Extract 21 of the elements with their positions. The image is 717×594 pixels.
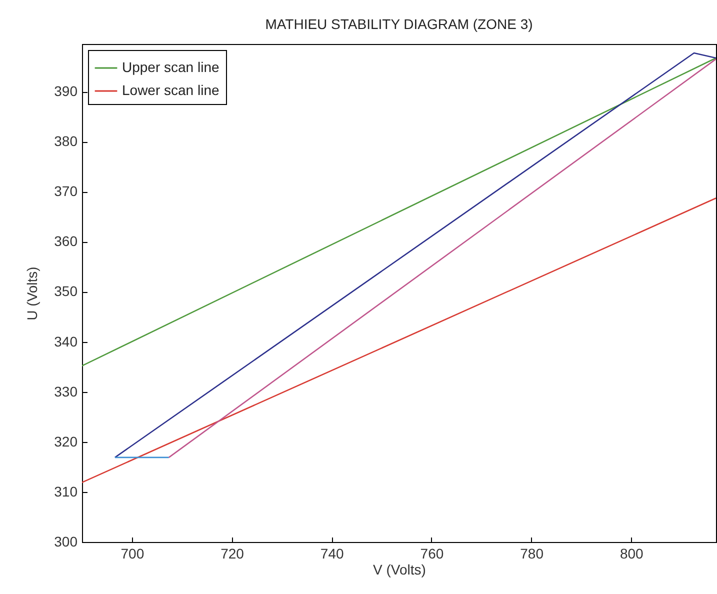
x-tick-label: 700 [120,546,144,562]
x-tick-label: 800 [620,546,644,562]
x-axis-title: V (Volts) [373,562,426,578]
y-tick-label: 380 [54,133,78,150]
y-tick-label: 330 [54,383,78,400]
y-tick-label: 360 [54,233,78,250]
y-axis-title: U (Volts) [24,266,40,320]
y-tick-label: 390 [54,83,78,100]
x-tick-label: 740 [320,546,344,562]
x-tick-label: 760 [420,546,444,562]
y-tick-label: 350 [54,283,78,300]
y-tick-label: 370 [54,183,78,200]
chart-title: MATHIEU STABILITY DIAGRAM (ZONE 3) [265,16,533,32]
y-tick-label: 310 [54,483,78,500]
x-tick-label: 780 [520,546,544,562]
y-tick-label: 300 [54,534,78,550]
x-tick-label: 720 [220,546,244,562]
legend-label: Lower scan line [122,82,220,98]
y-tick-label: 320 [54,433,78,450]
legend-label: Upper scan line [122,59,220,75]
y-tick-label: 340 [54,333,78,350]
